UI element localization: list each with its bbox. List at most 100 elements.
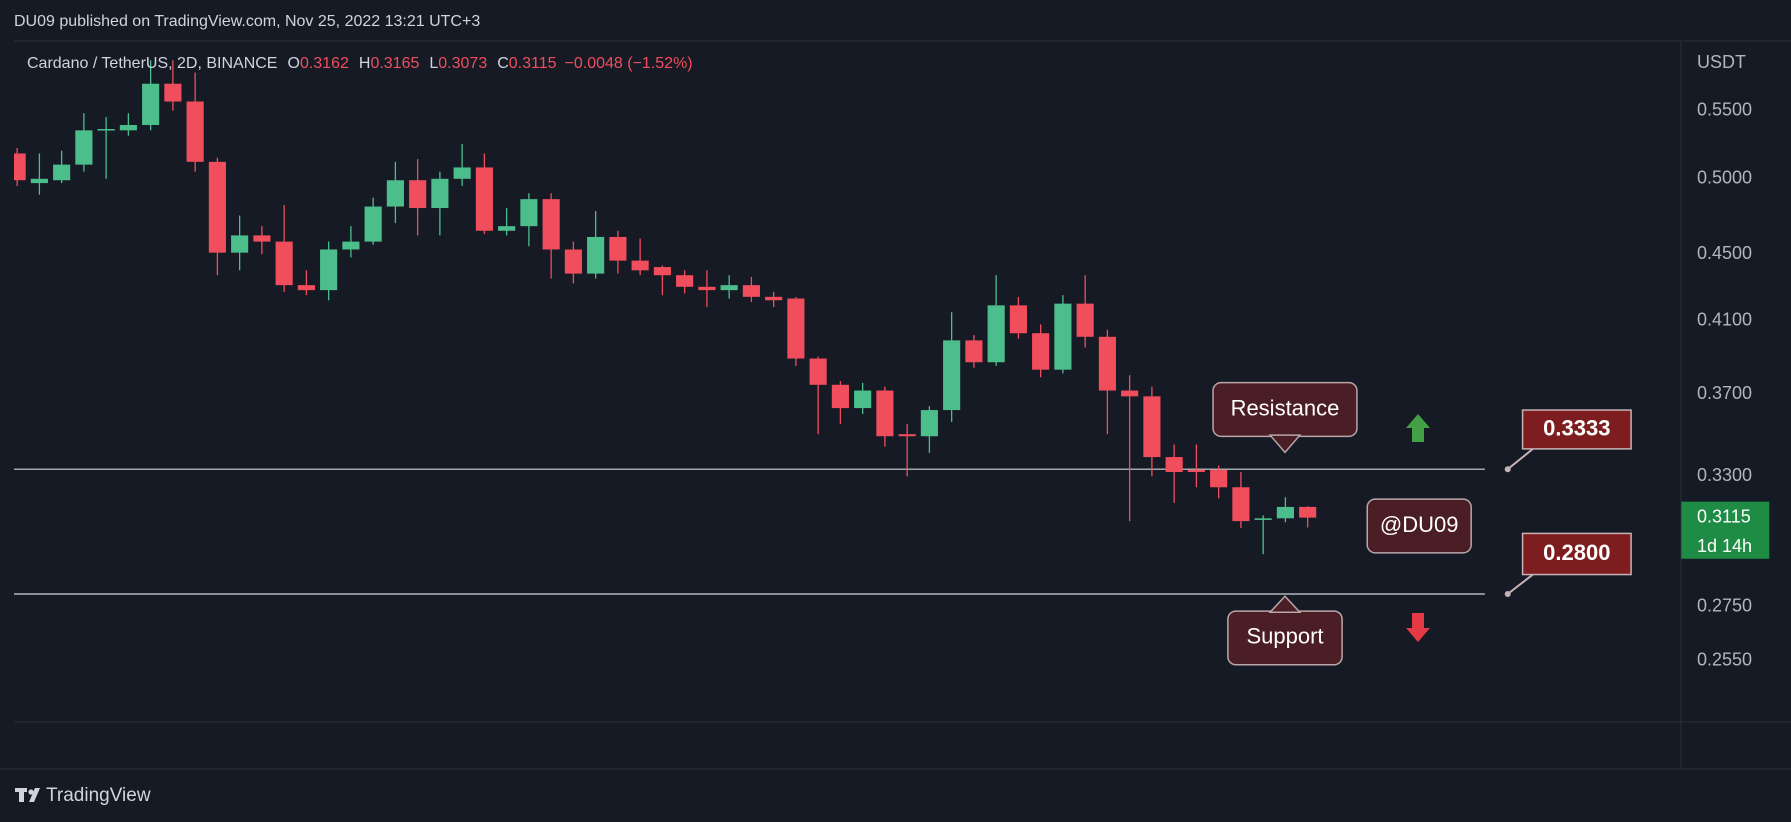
candle-body bbox=[475, 167, 493, 231]
y-axis-title: USDT bbox=[1697, 52, 1746, 72]
resistance-price-tag-box bbox=[1521, 409, 1632, 450]
ohlc-value: 0.3162 bbox=[300, 55, 349, 72]
support-price-tag-pointer bbox=[1507, 573, 1534, 595]
y-tick-label: 0.3700 bbox=[1697, 383, 1752, 403]
candle-body bbox=[542, 199, 560, 250]
candle-body bbox=[186, 101, 204, 162]
last-price-box bbox=[1681, 501, 1770, 559]
candle-body bbox=[653, 267, 671, 276]
resistance-label: Resistance bbox=[1231, 395, 1340, 420]
candle-body bbox=[1076, 303, 1094, 337]
resistance-price-tag: 0.3333 bbox=[1543, 415, 1610, 440]
candle-body bbox=[320, 249, 338, 291]
candle-body bbox=[1232, 487, 1250, 522]
candle-body bbox=[809, 358, 827, 385]
y-tick-label: 0.3300 bbox=[1697, 465, 1752, 485]
ohlc-letter: O bbox=[287, 55, 299, 72]
candle-body bbox=[898, 434, 916, 437]
resistance-price-tag-pointer bbox=[1507, 448, 1534, 470]
candle-body bbox=[631, 260, 649, 271]
y-tick-label: 0.4100 bbox=[1697, 310, 1752, 330]
countdown: 1d 14h bbox=[1697, 536, 1752, 556]
candle-body bbox=[409, 180, 427, 209]
y-tick-label: 0.5500 bbox=[1697, 99, 1752, 119]
candle-body bbox=[1098, 336, 1116, 391]
candle-body bbox=[1299, 506, 1317, 518]
candle-body bbox=[1143, 396, 1161, 458]
candle-body bbox=[587, 236, 605, 274]
candle-body bbox=[231, 235, 249, 253]
ohlc-letter: C bbox=[497, 55, 509, 72]
candle-body bbox=[386, 180, 404, 207]
candle-body bbox=[53, 164, 71, 181]
publish-info: DU09 published on TradingView.com, Nov 2… bbox=[14, 13, 480, 30]
y-tick-label: 0.4500 bbox=[1697, 243, 1752, 263]
candle-body bbox=[609, 236, 627, 261]
candle-body bbox=[75, 130, 93, 165]
candle-body bbox=[142, 83, 160, 126]
resistance-price-tag-dot bbox=[1504, 466, 1511, 473]
ohlc-value: 0.3115 bbox=[509, 55, 557, 72]
candle-body bbox=[275, 241, 293, 286]
candle-body bbox=[876, 390, 894, 437]
candle-body bbox=[1054, 303, 1072, 370]
down-arrow bbox=[1406, 613, 1430, 642]
support-price-tag-box bbox=[1521, 532, 1632, 576]
candle-body bbox=[742, 285, 760, 297]
candle-body bbox=[342, 241, 360, 250]
candle-body bbox=[676, 275, 694, 287]
candle-body bbox=[720, 285, 738, 291]
ohlc-letter: H bbox=[359, 55, 371, 72]
ohlc-letter: L bbox=[429, 55, 438, 72]
y-tick-label: 0.2550 bbox=[1697, 650, 1752, 670]
footer-brand: TradingView bbox=[46, 785, 151, 806]
footer-logo bbox=[15, 788, 40, 802]
candle-body bbox=[787, 298, 805, 359]
candle-body bbox=[97, 129, 115, 131]
candle-body bbox=[765, 296, 783, 301]
candle-body bbox=[14, 153, 26, 181]
candle-body bbox=[1009, 305, 1027, 334]
candle-body bbox=[698, 286, 716, 291]
plot-pane bbox=[14, 60, 1485, 595]
y-tick-label: 0.2750 bbox=[1697, 596, 1752, 616]
candle-body bbox=[987, 305, 1005, 363]
support-price-tag-dot bbox=[1504, 590, 1511, 597]
watermark: @DU09 bbox=[1380, 512, 1459, 537]
y-tick-label: 0.5000 bbox=[1697, 168, 1752, 188]
candle-body bbox=[453, 167, 471, 179]
change: −0.0048 (−1.52%) bbox=[565, 55, 693, 72]
candle-body bbox=[1121, 390, 1139, 397]
candle-body bbox=[1032, 333, 1050, 370]
candle-body bbox=[253, 235, 271, 242]
ohlc-value: 0.3073 bbox=[438, 55, 487, 72]
candle-body bbox=[854, 390, 872, 409]
candle-body bbox=[1254, 518, 1272, 520]
last-price: 0.3115 bbox=[1697, 506, 1751, 526]
candle-body bbox=[208, 161, 226, 253]
candle-body bbox=[119, 125, 137, 131]
candle-body bbox=[943, 340, 961, 411]
candle-body bbox=[1165, 457, 1183, 473]
candle-body bbox=[520, 199, 538, 227]
candle-body bbox=[564, 249, 582, 274]
candle-body bbox=[1187, 469, 1205, 473]
support-price-tag: 0.2800 bbox=[1543, 540, 1610, 565]
candle-body bbox=[920, 410, 938, 437]
ohlc-legend: Cardano / TetherUS, 2D, BINANCE O0.3162 H 0… bbox=[27, 55, 693, 72]
candle-body bbox=[965, 340, 983, 363]
candle-body bbox=[431, 178, 449, 209]
candle-body bbox=[1276, 506, 1294, 519]
symbol: Cardano / TetherUS, 2D, BINANCE bbox=[27, 55, 277, 72]
overlay: Resistance Support @DU09 0.3333 0.2800 bbox=[1212, 381, 1632, 666]
support-label-pointer bbox=[1268, 595, 1302, 613]
candle-body bbox=[831, 384, 849, 409]
candle-body bbox=[498, 226, 516, 231]
candle-body bbox=[30, 178, 48, 184]
resistance-label-pointer bbox=[1268, 434, 1302, 454]
candle-body bbox=[297, 285, 315, 291]
candle-body bbox=[164, 83, 182, 102]
